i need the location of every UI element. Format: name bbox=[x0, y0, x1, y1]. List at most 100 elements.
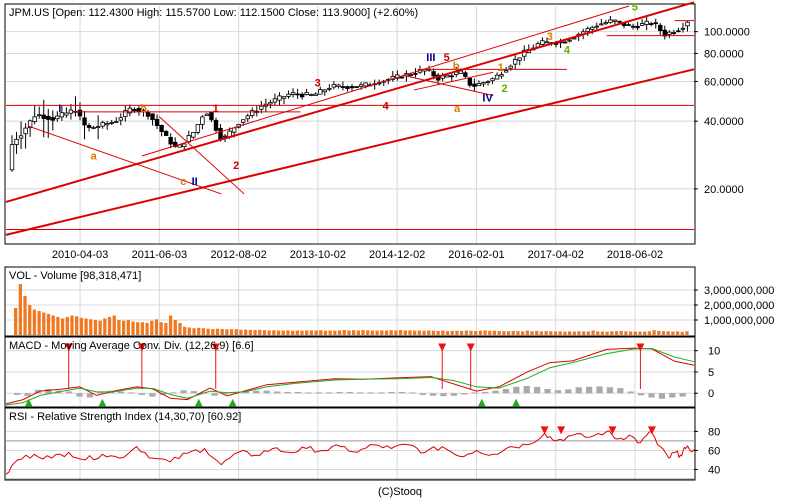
candle-body bbox=[490, 78, 495, 82]
candle-body bbox=[594, 25, 599, 28]
wave-label: b bbox=[453, 60, 460, 72]
candle-body bbox=[358, 84, 364, 87]
candle-body bbox=[349, 86, 355, 89]
volume-bar bbox=[145, 323, 149, 335]
macd-sell-marker bbox=[137, 343, 146, 352]
candle-body bbox=[55, 115, 60, 120]
price-panel-frame bbox=[4, 3, 696, 245]
volume-bar bbox=[474, 331, 478, 335]
volume-bar bbox=[150, 320, 154, 335]
volume-bar bbox=[323, 330, 328, 335]
candle-body bbox=[154, 118, 160, 126]
candle-body bbox=[322, 89, 327, 93]
candle-body bbox=[114, 121, 119, 123]
price-tick-label: 100.0000 bbox=[704, 27, 750, 39]
candle-body bbox=[472, 83, 477, 87]
candle-body bbox=[644, 20, 649, 25]
macd-histogram-bar bbox=[523, 385, 530, 394]
macd-histogram-bar bbox=[586, 386, 593, 394]
macd-histogram-bar bbox=[544, 388, 551, 394]
volume-bar bbox=[70, 315, 74, 335]
candle-body bbox=[327, 87, 332, 90]
volume-bar bbox=[46, 314, 51, 335]
trend-lines bbox=[5, 1, 695, 236]
candle-body bbox=[218, 127, 223, 140]
candle-body bbox=[331, 84, 337, 88]
volume-bar bbox=[295, 330, 299, 335]
candle-body bbox=[653, 22, 658, 25]
volume-bar bbox=[136, 322, 140, 335]
candle-body bbox=[27, 120, 33, 129]
x-tick-label: 2010-04-03 bbox=[52, 249, 108, 261]
wave-label: 4 bbox=[564, 44, 571, 56]
rsi-sell-marker bbox=[540, 426, 549, 435]
volume-bar bbox=[506, 331, 511, 335]
macd-buy-marker bbox=[98, 398, 107, 407]
volume-bar bbox=[225, 329, 229, 335]
macd-histogram-bar bbox=[606, 387, 614, 394]
macd-histogram-bar bbox=[461, 393, 468, 395]
volume-bar bbox=[647, 331, 652, 335]
candle-body bbox=[231, 127, 237, 133]
volume-bar bbox=[572, 331, 576, 335]
volume-bar bbox=[521, 331, 525, 335]
wave-label: a bbox=[454, 103, 461, 115]
x-tick-label: 2011-06-03 bbox=[132, 249, 187, 261]
macd-sell-marker bbox=[64, 343, 73, 352]
macd-histogram-bar bbox=[190, 391, 198, 394]
candle-body bbox=[191, 132, 196, 138]
candle-body bbox=[340, 86, 346, 88]
candle-body bbox=[272, 98, 278, 103]
candle-body bbox=[77, 109, 83, 117]
macd-histogram-bar bbox=[294, 391, 302, 394]
volume-bar bbox=[549, 331, 553, 335]
volume-bar bbox=[380, 330, 384, 335]
volume-bar bbox=[253, 330, 257, 335]
volume-bar bbox=[431, 330, 436, 335]
candle-body bbox=[14, 138, 19, 145]
volume-bar bbox=[586, 331, 591, 335]
macd-histogram-bar bbox=[575, 387, 582, 394]
rsi-panel-frame bbox=[4, 407, 696, 481]
volume-bar bbox=[563, 331, 567, 335]
volume-bar bbox=[544, 331, 548, 335]
volume-bar bbox=[290, 330, 295, 335]
volume-bar bbox=[215, 328, 220, 335]
candle-body bbox=[467, 77, 473, 86]
candle-body bbox=[100, 122, 105, 127]
price-tick-label: 20.0000 bbox=[704, 184, 744, 196]
volume-bar bbox=[51, 315, 55, 335]
macd-histogram-bar bbox=[242, 391, 250, 394]
candle-body bbox=[172, 141, 178, 147]
macd-histogram-bar bbox=[86, 393, 94, 398]
volume-bar bbox=[478, 330, 483, 335]
candle-body bbox=[250, 110, 255, 116]
macd-histogram-bar bbox=[24, 393, 31, 396]
volume-bar bbox=[530, 331, 534, 335]
candle-body bbox=[268, 102, 273, 105]
candle-body bbox=[23, 127, 28, 135]
volume-bar bbox=[525, 330, 529, 335]
volume-bar bbox=[164, 323, 168, 335]
volume-bar bbox=[206, 328, 210, 335]
candle-body bbox=[667, 31, 672, 35]
rsi-series-line bbox=[5, 430, 695, 475]
candle-body bbox=[91, 127, 96, 129]
candle-body bbox=[318, 89, 323, 95]
macd-sell-marker bbox=[636, 343, 645, 352]
candle-body bbox=[240, 119, 246, 123]
volume-bar bbox=[131, 321, 135, 335]
macd-plot bbox=[5, 343, 695, 407]
volume-bar bbox=[65, 317, 69, 335]
macd-series-line bbox=[5, 347, 695, 405]
volume-bar bbox=[192, 328, 196, 335]
candle-body bbox=[59, 112, 65, 118]
macd-buy-marker bbox=[24, 398, 33, 407]
volume-bar bbox=[464, 330, 468, 335]
wave-label: 2 bbox=[233, 160, 239, 172]
volume-bar bbox=[347, 330, 351, 335]
macd-sell-marker bbox=[438, 343, 447, 352]
volume-bar bbox=[389, 330, 393, 335]
candle-body bbox=[163, 131, 169, 136]
candle-body bbox=[308, 94, 314, 96]
